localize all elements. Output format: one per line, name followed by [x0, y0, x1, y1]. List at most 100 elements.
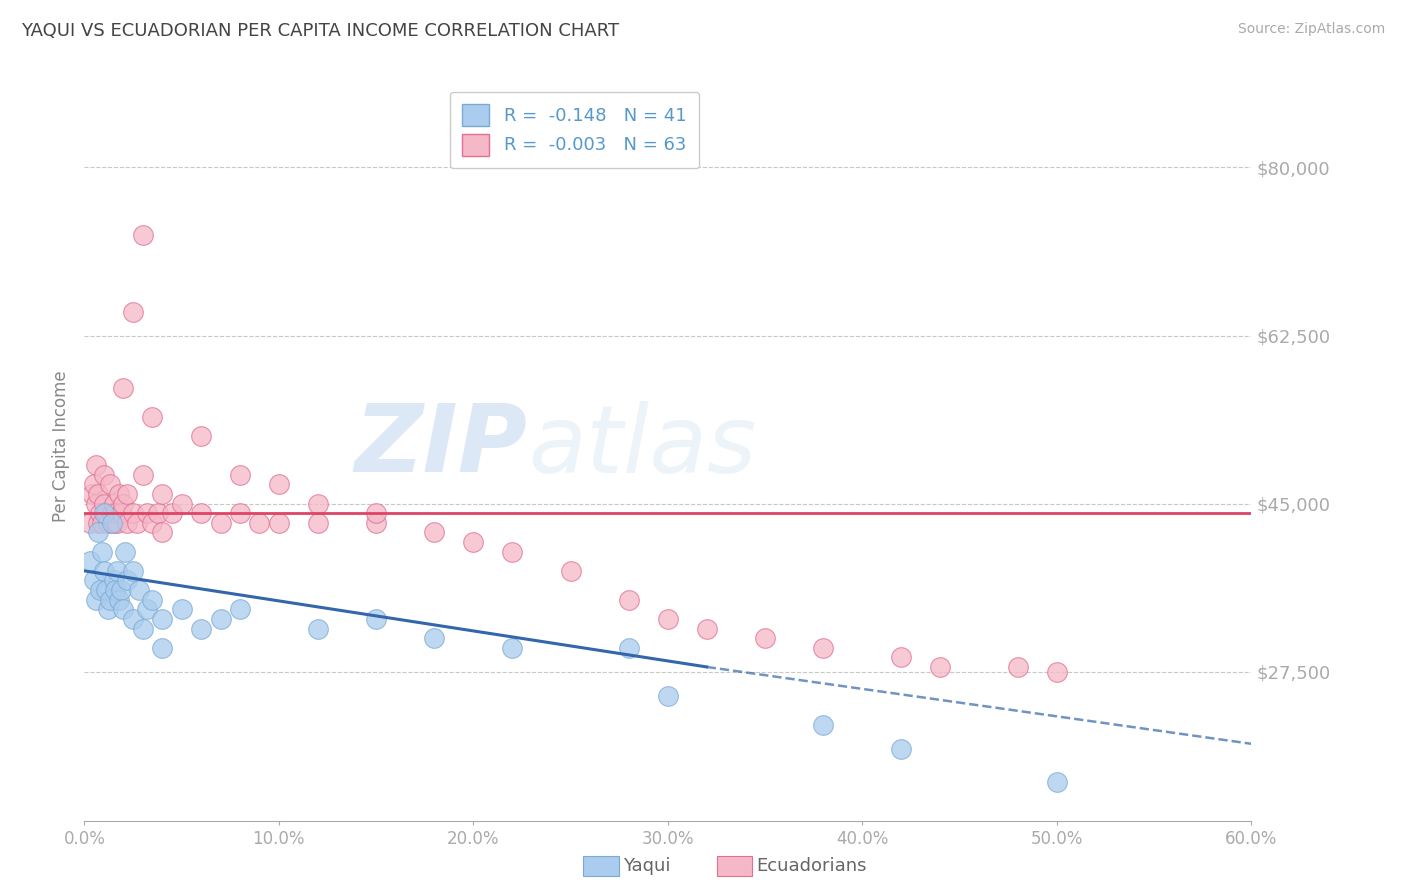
Point: [97, 516, 120, 530]
Point: [463, 535, 485, 549]
Point: [93, 467, 115, 482]
Point: [104, 506, 127, 520]
Point: [366, 506, 388, 520]
Point: [501, 544, 523, 558]
Point: [148, 506, 170, 520]
Point: [1046, 775, 1069, 789]
Point: [141, 592, 163, 607]
Point: [100, 516, 122, 530]
Point: [617, 640, 640, 655]
Point: [135, 506, 157, 520]
Point: [560, 564, 582, 578]
Point: [83, 477, 105, 491]
Point: [150, 525, 173, 540]
Point: [90, 544, 112, 558]
Point: [122, 564, 145, 578]
Point: [132, 622, 155, 636]
Point: [112, 602, 135, 616]
Y-axis label: Per Capita Income: Per Capita Income: [52, 370, 70, 522]
Point: [125, 516, 148, 530]
Point: [617, 592, 640, 607]
Point: [110, 583, 132, 598]
Point: [122, 506, 145, 520]
Point: [150, 612, 173, 626]
Point: [150, 640, 173, 655]
Point: [100, 506, 122, 520]
Point: [87, 525, 110, 540]
Text: YAQUI VS ECUADORIAN PER CAPITA INCOME CORRELATION CHART: YAQUI VS ECUADORIAN PER CAPITA INCOME CO…: [21, 22, 619, 40]
Point: [93, 564, 115, 578]
Point: [87, 487, 110, 501]
Text: Yaqui: Yaqui: [623, 857, 671, 875]
Point: [107, 516, 129, 530]
Point: [170, 602, 193, 616]
Point: [84, 592, 107, 607]
Point: [104, 583, 127, 598]
Point: [170, 497, 193, 511]
Text: Source: ZipAtlas.com: Source: ZipAtlas.com: [1237, 22, 1385, 37]
Point: [657, 612, 679, 626]
Point: [229, 506, 252, 520]
Point: [94, 506, 117, 520]
Point: [190, 506, 212, 520]
Point: [83, 574, 105, 588]
Point: [108, 592, 131, 607]
Point: [141, 410, 163, 425]
Point: [122, 304, 145, 318]
Point: [132, 467, 155, 482]
Point: [190, 429, 212, 443]
Point: [366, 612, 388, 626]
Point: [229, 602, 252, 616]
Point: [890, 741, 912, 756]
Point: [87, 516, 110, 530]
Point: [103, 497, 125, 511]
Point: [82, 487, 104, 501]
Point: [110, 506, 132, 520]
Point: [150, 487, 173, 501]
Point: [501, 640, 523, 655]
Point: [141, 516, 163, 530]
Point: [132, 227, 155, 242]
Point: [112, 497, 135, 511]
Point: [79, 554, 101, 568]
Point: [84, 497, 107, 511]
Text: Ecuadorians: Ecuadorians: [756, 857, 868, 875]
Point: [79, 516, 101, 530]
Text: atlas: atlas: [527, 401, 756, 491]
Point: [103, 574, 125, 588]
Point: [93, 506, 115, 520]
Text: ZIP: ZIP: [354, 400, 527, 492]
Point: [114, 544, 136, 558]
Point: [890, 650, 912, 665]
Point: [754, 631, 776, 645]
Point: [98, 592, 121, 607]
Point: [307, 516, 329, 530]
Point: [115, 574, 138, 588]
Point: [209, 612, 232, 626]
Point: [267, 477, 290, 491]
Point: [108, 487, 131, 501]
Point: [112, 381, 135, 395]
Point: [103, 516, 125, 530]
Point: [190, 622, 212, 636]
Point: [97, 602, 120, 616]
Point: [90, 516, 112, 530]
Point: [423, 631, 446, 645]
Point: [813, 717, 835, 731]
Point: [209, 516, 232, 530]
Point: [89, 583, 111, 598]
Point: [307, 622, 329, 636]
Point: [107, 564, 129, 578]
Point: [249, 516, 271, 530]
Point: [813, 640, 835, 655]
Point: [115, 487, 138, 501]
Point: [1007, 660, 1029, 674]
Point: [128, 583, 150, 598]
Point: [657, 689, 679, 703]
Legend: R =  -0.148   N = 41, R =  -0.003   N = 63: R = -0.148 N = 41, R = -0.003 N = 63: [450, 92, 699, 169]
Point: [307, 497, 329, 511]
Point: [93, 497, 115, 511]
Point: [423, 525, 446, 540]
Point: [122, 612, 145, 626]
Point: [267, 516, 290, 530]
